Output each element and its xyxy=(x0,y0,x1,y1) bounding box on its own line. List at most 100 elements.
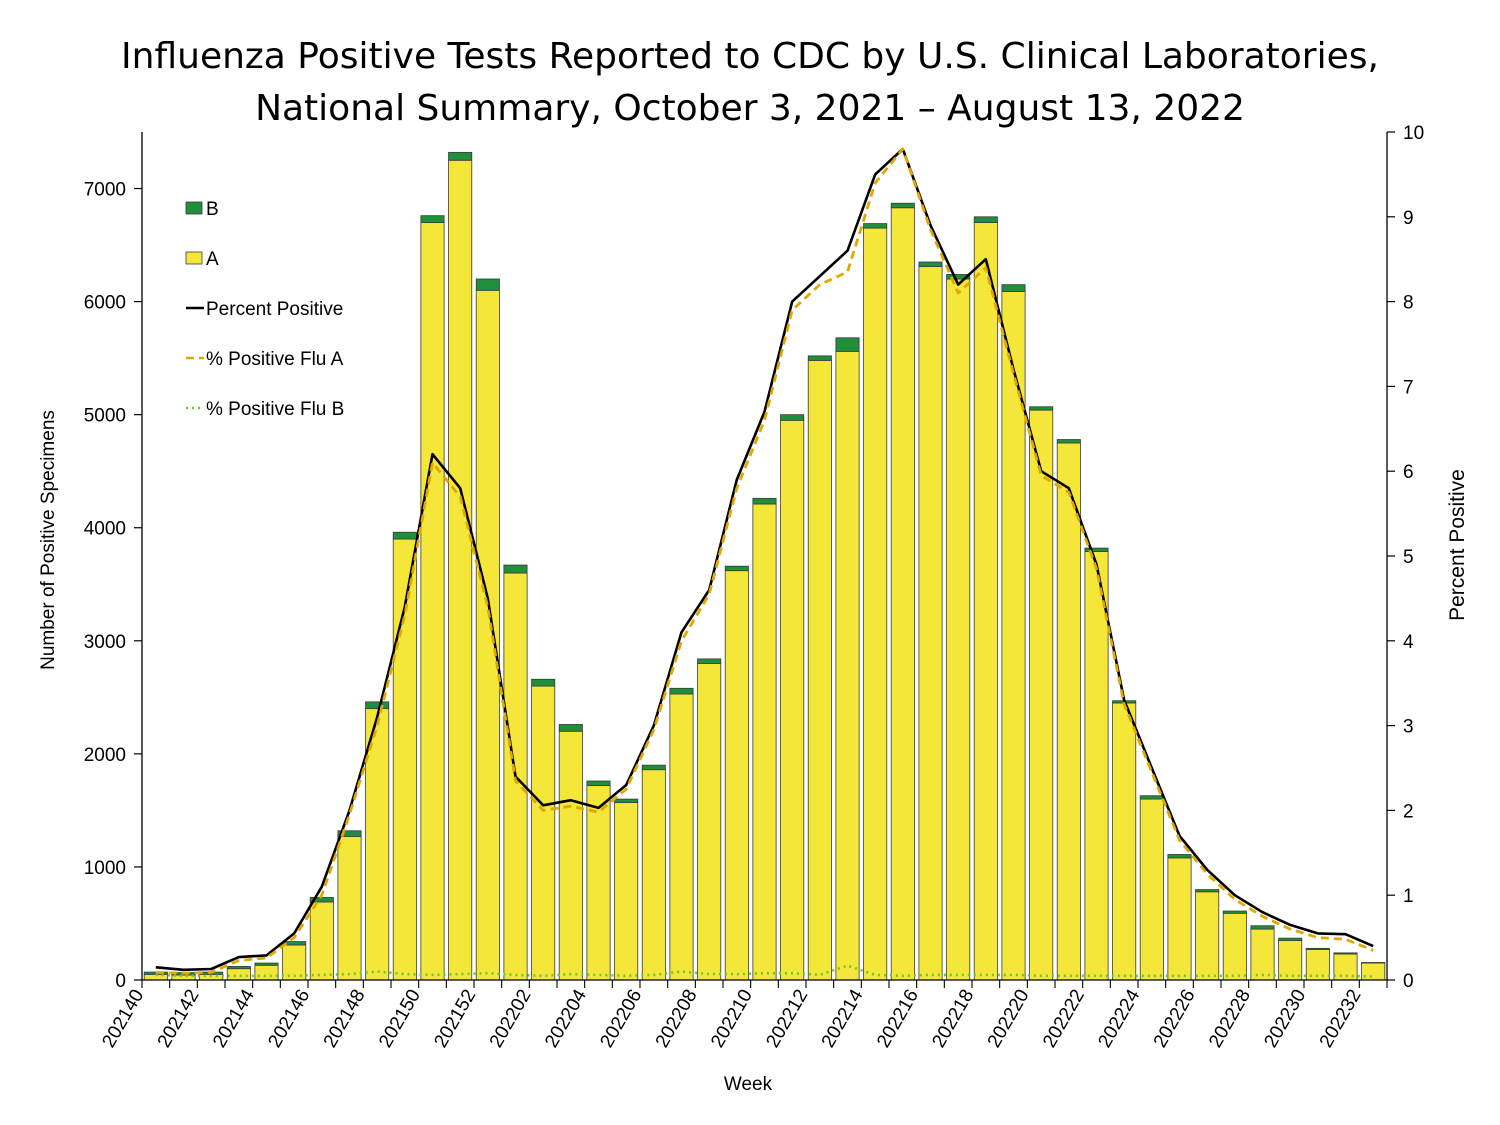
bar-a-202205 xyxy=(614,802,639,981)
x-tick-label-202216: 202216 xyxy=(873,986,923,1051)
bar-a-202143 xyxy=(226,968,251,981)
bar-a-202229 xyxy=(1278,940,1303,981)
y-left-tick-label-1000: 1000 xyxy=(84,858,126,879)
bar-b-202215 xyxy=(890,202,915,209)
bar-a-202207 xyxy=(669,693,694,981)
line-percent-positive xyxy=(155,147,1374,972)
x-tick-label-202230: 202230 xyxy=(1260,986,1310,1051)
bar-a-202211 xyxy=(780,419,805,981)
x-tick-label-202212: 202212 xyxy=(762,986,812,1051)
legend-swatch-b xyxy=(185,201,203,215)
bar-b-202147 xyxy=(337,830,362,837)
x-tick-label-202218: 202218 xyxy=(928,986,978,1051)
x-tick-label-202222: 202222 xyxy=(1039,986,1089,1051)
x-tick-label-202232: 202232 xyxy=(1316,986,1366,1051)
line-positive-flu-a xyxy=(155,147,1374,975)
bar-a-202212 xyxy=(807,359,832,981)
x-tick-label-202210: 202210 xyxy=(707,986,757,1051)
y-axis-right-label: Percent Positive xyxy=(1446,469,1469,621)
x-tick-label-202140: 202140 xyxy=(98,986,148,1051)
bar-a-202203 xyxy=(558,730,583,981)
bar-a-202217 xyxy=(946,278,971,981)
bar-a-202208 xyxy=(697,663,722,981)
bar-a-202221 xyxy=(1056,442,1081,981)
bar-b-202204 xyxy=(586,780,611,786)
bar-a-202210 xyxy=(752,503,777,981)
y-axis-left-label: Number of Positive Specimens xyxy=(38,410,59,670)
y-left-tick-label-2000: 2000 xyxy=(84,745,126,766)
bar-b-202231 xyxy=(1333,952,1358,955)
y-left-tick-label-6000: 6000 xyxy=(84,293,126,314)
y-right-tick-label-6: 6 xyxy=(1403,462,1414,483)
bar-a-202227 xyxy=(1222,912,1247,981)
x-tick-label-202208: 202208 xyxy=(652,986,702,1051)
bar-b-202202 xyxy=(531,678,556,687)
bar-b-202228 xyxy=(1250,925,1275,930)
bar-b-202227 xyxy=(1222,910,1247,914)
bar-b-202212 xyxy=(807,355,832,361)
bar-a-202213 xyxy=(835,350,860,981)
y-right-tick-label-4: 4 xyxy=(1403,632,1414,653)
y-left-tick-label-4000: 4000 xyxy=(84,519,126,540)
x-tick-label-202214: 202214 xyxy=(818,986,868,1052)
bar-a-202224 xyxy=(1139,798,1164,981)
y-right-tick-label-1: 1 xyxy=(1403,886,1414,907)
y-left-tick-label-7000: 7000 xyxy=(84,180,126,201)
chart-title-line2: National Summary, October 3, 2021 – Augu… xyxy=(255,88,1245,129)
bar-a-202147 xyxy=(337,836,362,981)
bar-b-202213 xyxy=(835,337,860,352)
legend-label-b: B xyxy=(206,199,219,220)
bar-b-202216 xyxy=(918,261,943,267)
x-tick-label-202152: 202152 xyxy=(430,986,480,1051)
bar-b-202230 xyxy=(1305,947,1330,950)
bar-b-202207 xyxy=(669,687,694,695)
y-right-tick-label-0: 0 xyxy=(1403,971,1414,992)
bar-b-202209 xyxy=(724,565,749,572)
legend-label-a: A xyxy=(206,249,219,270)
bar-b-202217 xyxy=(946,274,971,280)
y-left-tick-label-5000: 5000 xyxy=(84,406,126,427)
bar-a-202226 xyxy=(1195,891,1220,981)
bar-b-202211 xyxy=(780,414,805,421)
bar-b-202148 xyxy=(365,701,390,710)
bar-a-202223 xyxy=(1112,702,1137,981)
bar-b-202224 xyxy=(1139,795,1164,800)
x-tick-label-202202: 202202 xyxy=(486,986,536,1051)
bar-a-202230 xyxy=(1305,949,1330,981)
bar-a-202206 xyxy=(641,769,666,981)
x-tick-label-202148: 202148 xyxy=(320,986,370,1051)
bar-a-202150 xyxy=(420,222,445,981)
y-right-tick-label-3: 3 xyxy=(1403,717,1414,738)
bar-b-202218 xyxy=(973,216,998,223)
x-tick-label-202204: 202204 xyxy=(541,986,591,1052)
y-right-tick-label-2: 2 xyxy=(1403,801,1414,822)
legend: B A Percent Positive % Positive Flu A % Posi… xyxy=(185,199,344,420)
bar-b-202143 xyxy=(226,966,251,970)
bar-a-202216 xyxy=(918,266,943,981)
bar-b-202210 xyxy=(752,497,777,505)
bar-b-202151 xyxy=(448,151,473,161)
bar-b-202221 xyxy=(1056,439,1081,444)
chart-title-line1: Influenza Positive Tests Reported to CDC… xyxy=(121,36,1379,77)
y-right-tick-label-5: 5 xyxy=(1403,547,1414,568)
bar-a-202152 xyxy=(475,289,500,981)
bar-a-202218 xyxy=(973,222,998,981)
bar-a-202222 xyxy=(1084,551,1109,981)
bar-a-202202 xyxy=(531,685,556,981)
bar-b-202152 xyxy=(475,278,500,291)
bar-b-202222 xyxy=(1084,547,1109,552)
bar-a-202209 xyxy=(724,570,749,981)
y-right-tick-label-9: 9 xyxy=(1403,208,1414,229)
bar-b-202208 xyxy=(697,658,722,664)
x-tick-label-202142: 202142 xyxy=(154,986,204,1051)
bar-b-202232 xyxy=(1361,962,1386,964)
bar-a-202220 xyxy=(1029,409,1054,981)
bar-a-202146 xyxy=(309,901,334,981)
y-right-tick-label-7: 7 xyxy=(1403,377,1414,398)
bar-b-202214 xyxy=(863,223,888,229)
y-right-tick-label-10: 10 xyxy=(1403,123,1424,144)
bar-b-202149 xyxy=(392,531,417,540)
lines-layer xyxy=(155,147,1374,978)
bar-b-202205 xyxy=(614,798,639,803)
bar-a-202228 xyxy=(1250,928,1275,981)
